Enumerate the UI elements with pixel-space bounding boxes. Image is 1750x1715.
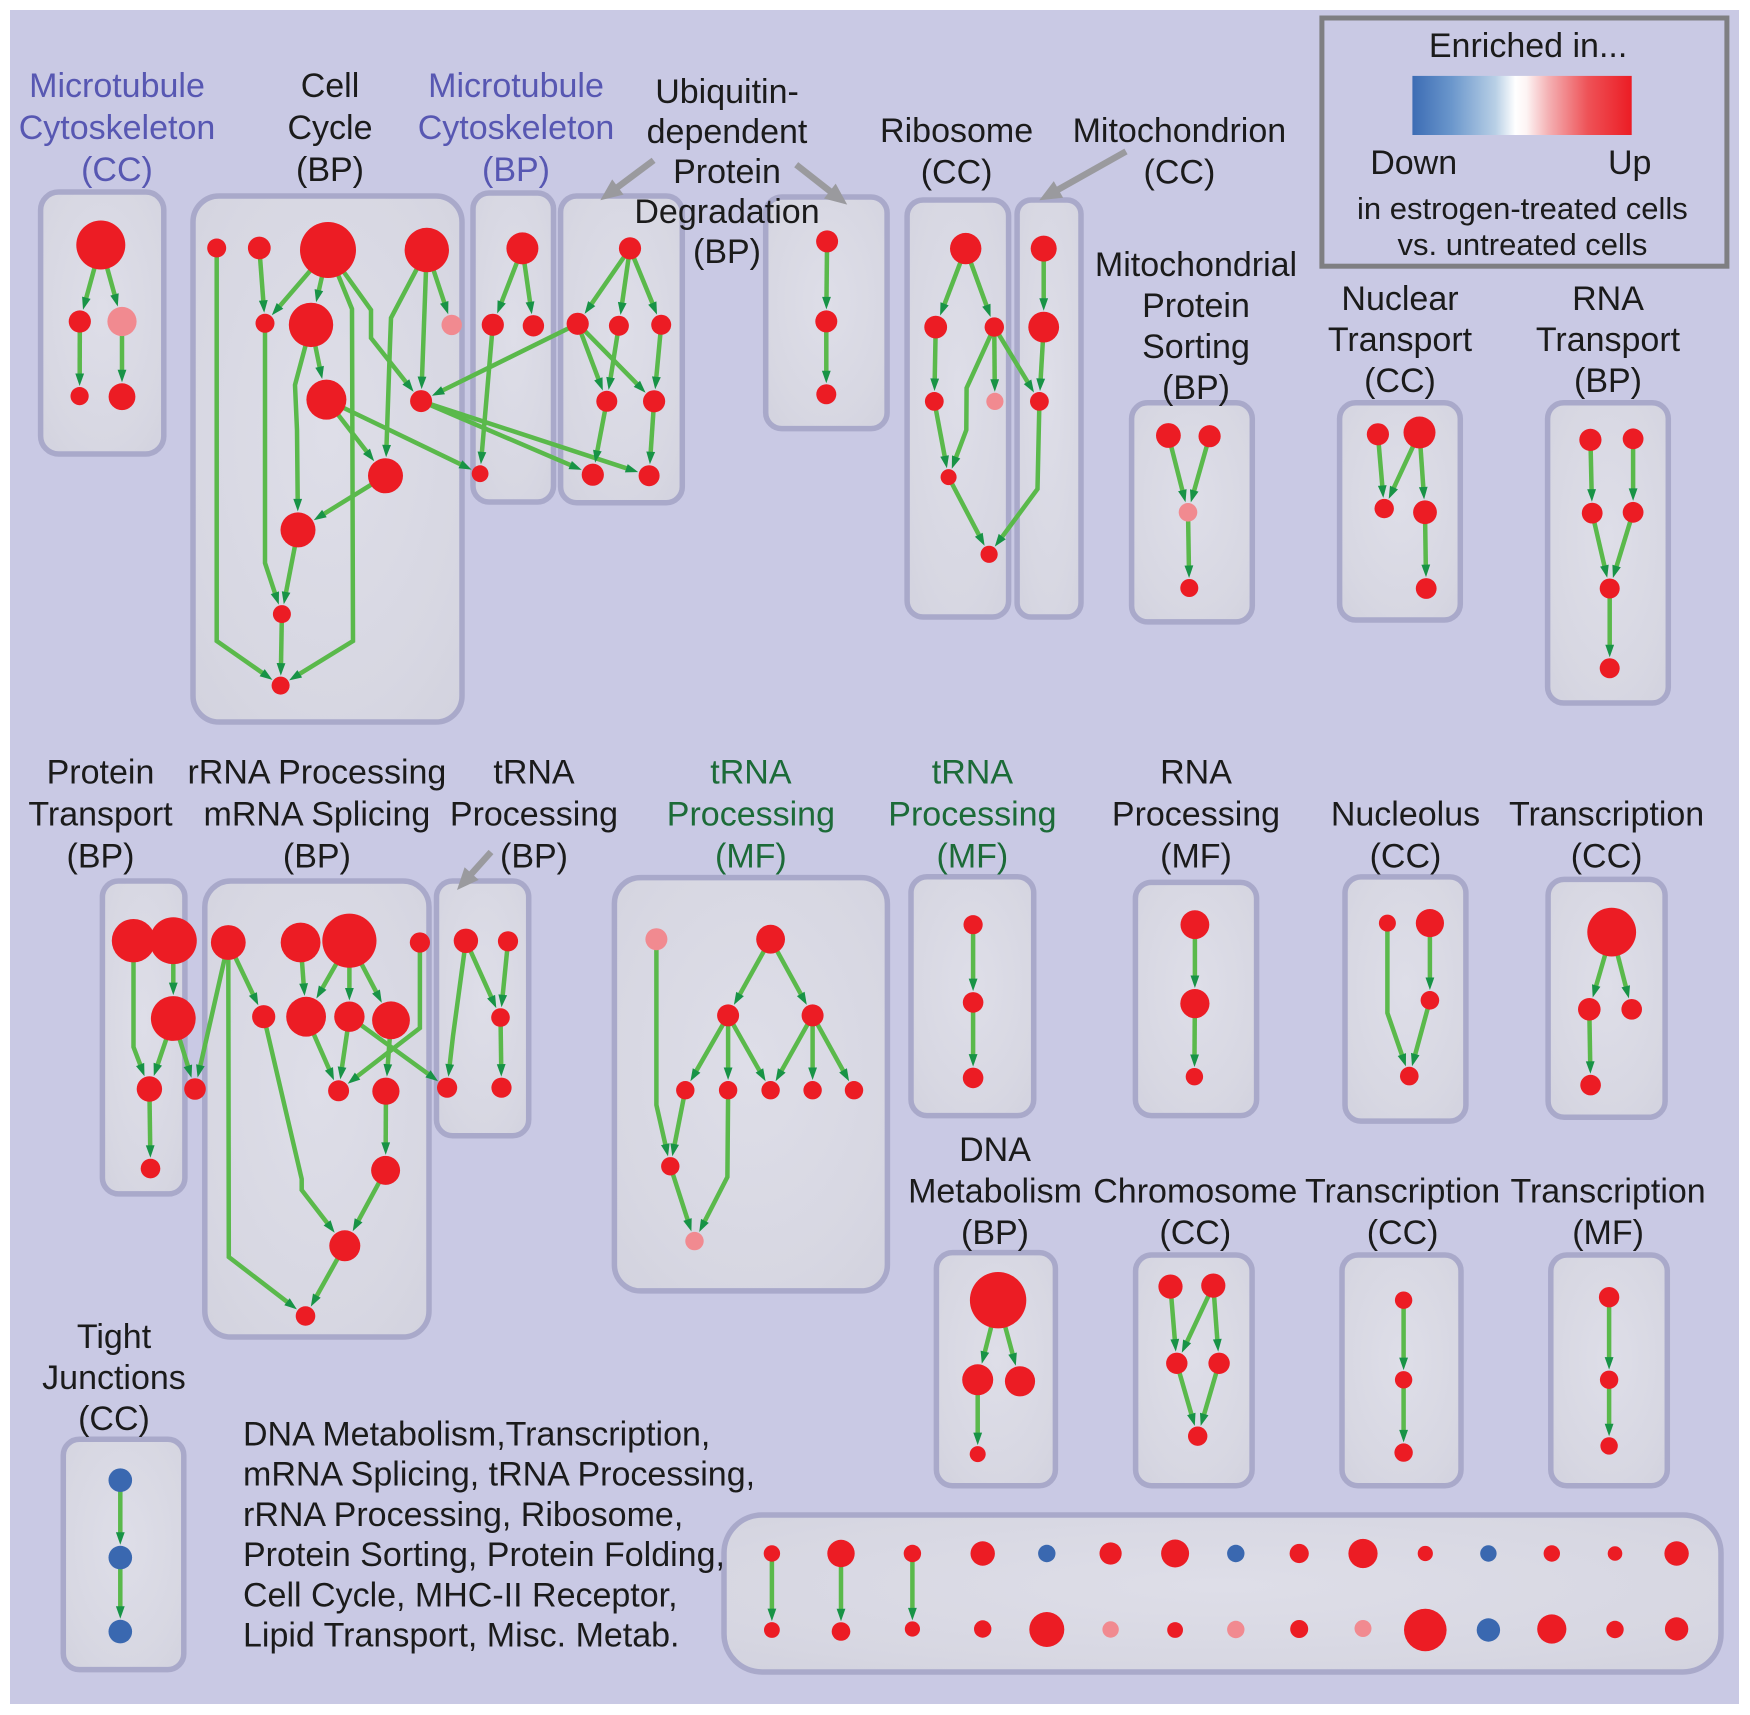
svg-text:(MF): (MF) xyxy=(937,838,1009,876)
svg-text:Cytoskeleton: Cytoskeleton xyxy=(19,109,216,147)
svg-text:Degradation: Degradation xyxy=(634,193,819,231)
svg-text:(MF): (MF) xyxy=(715,838,787,876)
svg-text:Chromosome: Chromosome xyxy=(1093,1173,1297,1211)
svg-text:Junctions: Junctions xyxy=(42,1359,186,1397)
svg-text:(CC): (CC) xyxy=(1144,154,1216,192)
svg-text:rRNA Processing, Ribosome,: rRNA Processing, Ribosome, xyxy=(243,1496,683,1534)
svg-text:Ribosome: Ribosome xyxy=(880,112,1033,150)
svg-text:(BP): (BP) xyxy=(67,838,135,876)
svg-text:Protein Sorting, Protein Foldi: Protein Sorting, Protein Folding, xyxy=(243,1536,725,1574)
svg-text:Processing: Processing xyxy=(450,796,618,834)
svg-text:Protein: Protein xyxy=(673,153,781,191)
svg-text:(CC): (CC) xyxy=(1370,838,1442,876)
svg-text:Transcription: Transcription xyxy=(1305,1173,1500,1211)
svg-text:(CC): (CC) xyxy=(1159,1214,1231,1252)
svg-text:Ubiquitin-: Ubiquitin- xyxy=(655,73,799,111)
svg-text:Nucleolus: Nucleolus xyxy=(1331,796,1480,834)
svg-text:Transport: Transport xyxy=(1328,321,1473,359)
svg-text:(BP): (BP) xyxy=(296,151,364,189)
svg-text:Transcription: Transcription xyxy=(1510,1173,1705,1211)
svg-text:Transport: Transport xyxy=(1536,321,1681,359)
svg-text:Enriched in...: Enriched in... xyxy=(1429,27,1627,65)
svg-text:Cell: Cell xyxy=(301,67,360,105)
svg-text:(CC): (CC) xyxy=(1364,362,1436,400)
svg-text:(MF): (MF) xyxy=(1160,838,1232,876)
svg-text:tRNA: tRNA xyxy=(932,754,1014,792)
svg-text:vs. untreated cells: vs. untreated cells xyxy=(1397,227,1647,262)
svg-text:Nuclear: Nuclear xyxy=(1341,280,1458,318)
svg-text:Processing: Processing xyxy=(888,796,1056,834)
svg-text:Up: Up xyxy=(1608,144,1651,182)
svg-text:(BP): (BP) xyxy=(500,838,568,876)
svg-text:(BP): (BP) xyxy=(961,1214,1029,1252)
svg-text:Processing: Processing xyxy=(667,796,835,834)
svg-text:Sorting: Sorting xyxy=(1142,328,1250,366)
svg-text:(BP): (BP) xyxy=(1574,362,1642,400)
svg-text:(CC): (CC) xyxy=(78,1400,150,1438)
svg-text:mRNA Splicing, tRNA Processing: mRNA Splicing, tRNA Processing, xyxy=(243,1456,755,1494)
svg-text:Transcription: Transcription xyxy=(1509,796,1704,834)
svg-text:tRNA: tRNA xyxy=(710,754,792,792)
svg-text:(BP): (BP) xyxy=(482,151,550,189)
svg-text:tRNA: tRNA xyxy=(493,754,575,792)
svg-text:(CC): (CC) xyxy=(1367,1214,1439,1252)
svg-text:RNA: RNA xyxy=(1572,280,1644,318)
svg-text:(BP): (BP) xyxy=(1162,369,1230,407)
svg-text:in estrogen-treated cells: in estrogen-treated cells xyxy=(1357,191,1688,226)
svg-text:Protein: Protein xyxy=(47,754,155,792)
svg-text:Cytoskeleton: Cytoskeleton xyxy=(418,109,615,147)
svg-text:dependent: dependent xyxy=(647,113,808,151)
svg-text:(BP): (BP) xyxy=(283,838,351,876)
svg-text:(CC): (CC) xyxy=(81,151,153,189)
svg-text:Cycle: Cycle xyxy=(287,109,372,147)
svg-text:Metabolism: Metabolism xyxy=(908,1173,1082,1211)
svg-text:DNA Metabolism,Transcription,: DNA Metabolism,Transcription, xyxy=(243,1416,710,1454)
svg-text:rRNA Processing: rRNA Processing xyxy=(187,754,446,792)
svg-text:Microtubule: Microtubule xyxy=(29,67,205,105)
svg-text:Transport: Transport xyxy=(28,796,173,834)
svg-text:Cell Cycle, MHC-II Receptor,: Cell Cycle, MHC-II Receptor, xyxy=(243,1576,678,1614)
svg-text:RNA: RNA xyxy=(1160,754,1232,792)
svg-text:Tight: Tight xyxy=(77,1318,152,1356)
svg-text:Lipid Transport, Misc. Metab.: Lipid Transport, Misc. Metab. xyxy=(243,1617,680,1655)
svg-text:Mitochondrial: Mitochondrial xyxy=(1095,246,1297,284)
svg-text:Mitochondrion: Mitochondrion xyxy=(1073,112,1287,150)
svg-text:(CC): (CC) xyxy=(1571,838,1643,876)
svg-text:Processing: Processing xyxy=(1112,796,1280,834)
svg-text:(MF): (MF) xyxy=(1572,1214,1644,1252)
svg-text:Down: Down xyxy=(1370,144,1457,182)
svg-text:(BP): (BP) xyxy=(693,233,761,271)
svg-text:mRNA Splicing: mRNA Splicing xyxy=(204,796,431,834)
svg-text:Protein: Protein xyxy=(1142,287,1250,325)
svg-text:Microtubule: Microtubule xyxy=(428,67,604,105)
svg-text:DNA: DNA xyxy=(959,1131,1031,1169)
svg-text:(CC): (CC) xyxy=(921,154,993,192)
